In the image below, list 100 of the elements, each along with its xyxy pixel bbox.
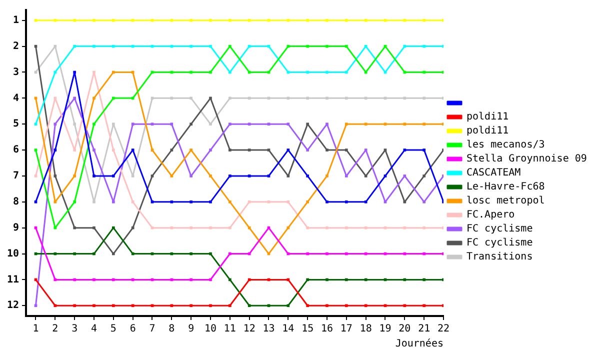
y-tick-label: 7 xyxy=(13,170,20,182)
point xyxy=(209,70,212,74)
y-tick-label: 10 xyxy=(6,248,20,260)
point xyxy=(345,278,348,282)
x-tick-label: 3 xyxy=(72,324,78,335)
point xyxy=(422,70,426,74)
point xyxy=(92,44,96,48)
point xyxy=(384,304,387,308)
point xyxy=(422,44,426,48)
legend-label: FC cyclisme xyxy=(466,224,533,235)
point xyxy=(92,96,96,100)
point xyxy=(403,18,406,22)
x-tick-label: 15 xyxy=(302,324,314,335)
point xyxy=(73,44,76,48)
point xyxy=(170,200,174,204)
point xyxy=(306,226,309,230)
x-tick-label: 5 xyxy=(110,324,116,335)
point xyxy=(54,148,57,152)
point xyxy=(209,304,212,308)
point xyxy=(150,304,154,308)
y-tick-label: 9 xyxy=(13,222,20,234)
point xyxy=(326,200,328,204)
point xyxy=(306,44,309,48)
point xyxy=(170,304,174,308)
point xyxy=(92,278,96,282)
point xyxy=(422,304,426,308)
point xyxy=(92,304,96,308)
point xyxy=(286,200,290,204)
point xyxy=(170,122,174,126)
point xyxy=(326,70,328,74)
point xyxy=(326,304,328,308)
point xyxy=(34,174,38,178)
point xyxy=(73,252,76,256)
point xyxy=(403,174,406,178)
point xyxy=(112,44,115,48)
point xyxy=(345,122,348,126)
point xyxy=(403,200,406,204)
point xyxy=(422,278,426,282)
point xyxy=(248,174,251,178)
point xyxy=(422,122,426,126)
point xyxy=(92,122,96,126)
x-tick-label: 11 xyxy=(224,324,236,335)
legend-label: FC cyclisme xyxy=(466,238,533,249)
point xyxy=(422,252,426,256)
point xyxy=(422,18,426,22)
point xyxy=(54,304,57,308)
point xyxy=(209,44,212,48)
point xyxy=(150,174,154,178)
point xyxy=(73,304,76,308)
point xyxy=(326,18,328,22)
x-tick-label: 2 xyxy=(52,324,58,335)
point xyxy=(384,122,387,126)
point xyxy=(190,304,192,308)
point xyxy=(54,18,57,22)
point xyxy=(190,122,192,126)
point xyxy=(131,174,134,178)
point xyxy=(248,148,251,152)
legend-label: poldi11 xyxy=(466,112,509,123)
point xyxy=(364,122,368,126)
x-axis-title: Journées xyxy=(395,338,444,350)
point xyxy=(190,70,192,74)
legend-label: poldi11 xyxy=(466,126,509,137)
point xyxy=(228,226,232,230)
x-tick-label: 12 xyxy=(243,324,256,335)
x-tick-label: 18 xyxy=(360,324,372,335)
point xyxy=(34,18,38,22)
legend-label: FC.Apero xyxy=(466,210,515,221)
point xyxy=(267,200,270,204)
point xyxy=(150,122,154,126)
point xyxy=(209,96,212,100)
point xyxy=(34,148,38,152)
legend-label: Stella Groynnoise 09 xyxy=(466,154,587,165)
point xyxy=(267,122,270,126)
x-tick-label: 13 xyxy=(262,324,275,335)
legend-label: losc metropol xyxy=(466,196,545,207)
y-tick-label: 5 xyxy=(13,118,20,130)
point xyxy=(73,278,76,282)
point xyxy=(190,44,192,48)
point xyxy=(209,252,212,256)
point xyxy=(267,174,270,178)
point xyxy=(345,44,348,48)
point xyxy=(73,70,76,74)
point xyxy=(150,18,154,22)
x-tick-label: 6 xyxy=(130,324,136,335)
x-tick-label: 17 xyxy=(340,324,352,335)
point xyxy=(326,44,328,48)
legend-label: Le-Havre-Fc68 xyxy=(466,182,545,193)
x-tick-label: 9 xyxy=(188,324,194,335)
point xyxy=(364,200,368,204)
point xyxy=(92,226,96,230)
x-tick-label: 1 xyxy=(32,324,39,335)
point xyxy=(345,252,348,256)
point xyxy=(403,122,406,126)
point xyxy=(150,148,154,152)
point xyxy=(248,122,251,126)
point xyxy=(306,252,309,256)
point xyxy=(34,304,38,308)
point xyxy=(228,18,232,22)
point xyxy=(306,278,309,282)
x-tick-label: 14 xyxy=(282,324,294,335)
